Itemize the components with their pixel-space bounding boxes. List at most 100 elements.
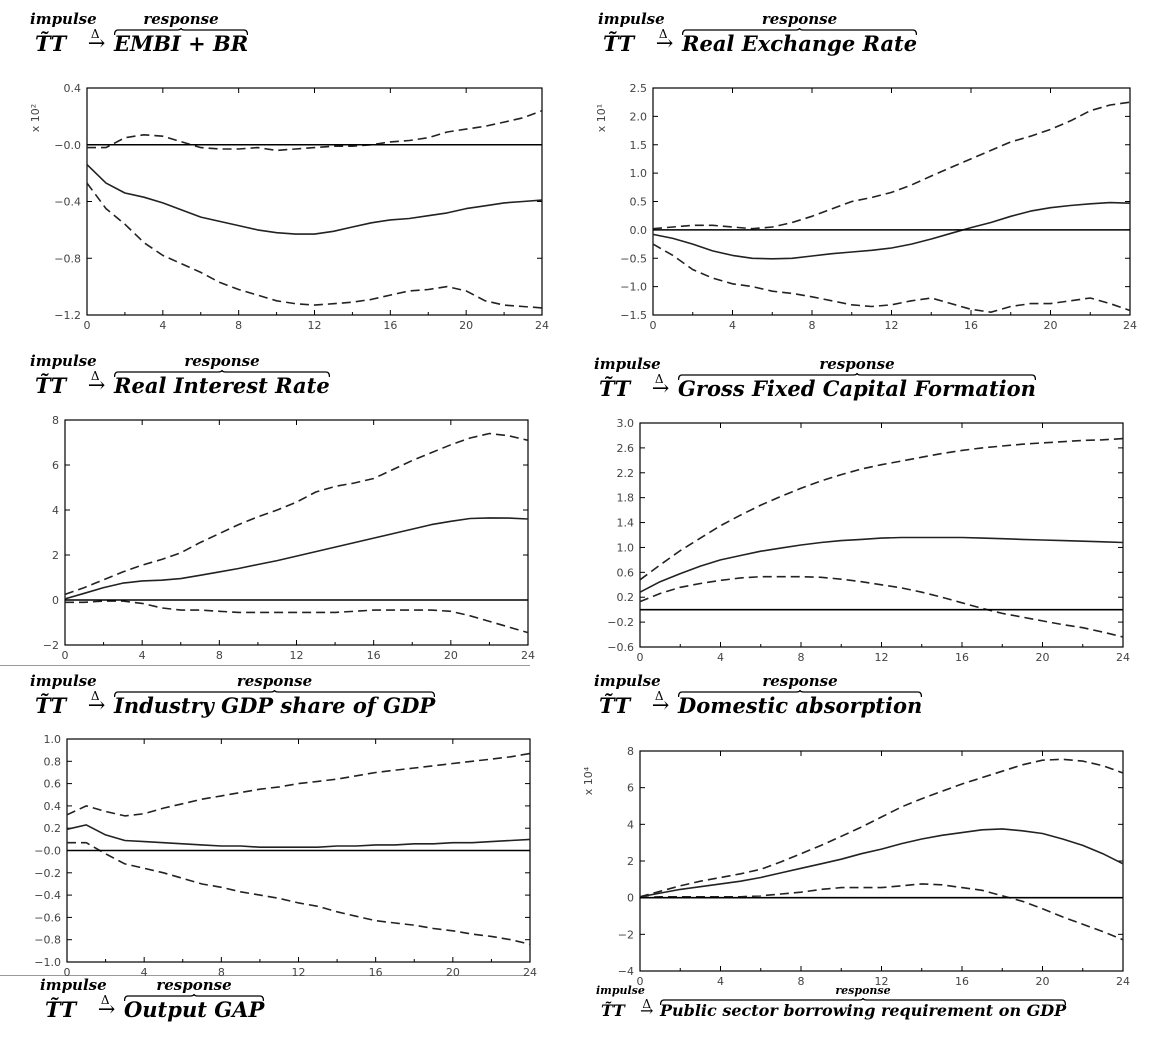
- y-tick-label: −4: [618, 965, 634, 978]
- y-tick-label: 1.5: [630, 139, 648, 152]
- shock-label: T̃T: [603, 31, 635, 56]
- y-tick-label: 6: [52, 459, 59, 472]
- chart-header: impulse T̃T Δ → Public sector borrowing requ…: [596, 984, 1161, 1046]
- plot-frame: [64, 419, 529, 646]
- x-tick-label: 12: [292, 966, 306, 979]
- impulse-response-line: [66, 824, 531, 848]
- y-tick-label: 0.6: [44, 778, 62, 791]
- y-tick-label: 2.0: [630, 110, 648, 123]
- y-tick-label: −0.8: [54, 252, 81, 265]
- x-tick-label: 20: [459, 319, 473, 332]
- plot-frame: [86, 87, 543, 316]
- x-tick-label: 24: [523, 966, 537, 979]
- shock-label: T̃T: [599, 693, 631, 718]
- confidence-band-line: [639, 437, 1124, 581]
- x-tick-label: 16: [955, 975, 969, 988]
- y-tick-label: 8: [52, 414, 59, 427]
- axis-scale-label: x 10²: [29, 104, 42, 132]
- response-variable: EMBI + BR: [114, 31, 249, 56]
- chart-header: impulse T̃T Δ → Output GAP response: [40, 976, 400, 1038]
- y-tick-label: 0: [52, 594, 59, 607]
- response-label: response: [143, 10, 219, 28]
- y-tick-label: 0.2: [44, 822, 62, 835]
- delta-label: Δ: [100, 993, 110, 1007]
- x-tick-label: 8: [798, 975, 805, 988]
- x-tick-label: 8: [218, 966, 225, 979]
- y-tick-label: 2.5: [630, 82, 648, 95]
- plot-frame: [639, 750, 1124, 972]
- overbrace-icon: [114, 28, 248, 36]
- separator-line: [0, 975, 530, 976]
- x-tick-label: 16: [955, 651, 969, 664]
- y-tick-label: 4: [52, 504, 59, 517]
- arrow-icon: →: [87, 693, 106, 717]
- impulse-response-line: [64, 517, 529, 600]
- response-variable: Industry GDP share of GDP: [114, 693, 436, 718]
- impulse-response-line: [639, 828, 1124, 898]
- chart-1: 0 4 8 12 16 20 24 0.4 −0.0 −0.4 −0.8 −1.2 x 10²: [29, 82, 549, 332]
- x-tick-label: 20: [446, 966, 460, 979]
- plot-frame: [639, 422, 1124, 648]
- impulse-label: impulse: [30, 672, 97, 690]
- x-tick-label: 20: [444, 649, 458, 662]
- y-tick-label: 0.8: [44, 755, 62, 768]
- shock-label: T̃T: [35, 693, 67, 718]
- x-tick-label: 4: [141, 966, 148, 979]
- y-tick-label: −1.2: [54, 309, 81, 322]
- y-tick-label: 0.4: [44, 800, 62, 813]
- impulse-label: impulse: [30, 352, 97, 370]
- x-tick-label: 16: [369, 966, 383, 979]
- response-label: response: [761, 10, 838, 28]
- delta-label: Δ: [654, 689, 664, 703]
- axis-scale-label: x 10⁴: [582, 766, 595, 795]
- y-tick-label: −0.2: [34, 867, 61, 880]
- x-tick-label: 20: [1036, 975, 1050, 988]
- response-variable: Output GAP: [124, 997, 265, 1022]
- y-tick-label: 0.5: [630, 196, 648, 209]
- separator-line: [0, 665, 530, 666]
- chart-header: impulse T̃T Δ → EMBI + BR response: [30, 10, 370, 72]
- y-tick-label: −0.0: [54, 139, 81, 152]
- x-tick-label: 4: [159, 319, 166, 332]
- x-tick-label: 0: [637, 651, 644, 664]
- arrow-icon: →: [651, 693, 670, 717]
- y-tick-label: −2: [43, 639, 59, 652]
- y-tick-label: −0.2: [607, 616, 634, 629]
- x-tick-label: 4: [717, 651, 724, 664]
- x-tick-label: 0: [64, 966, 71, 979]
- x-tick-label: 0: [84, 319, 91, 332]
- shock-label: T̃T: [35, 373, 67, 398]
- x-tick-label: 16: [964, 319, 978, 332]
- y-tick-label: 6: [627, 782, 634, 795]
- response-variable: Real Exchange Rate: [682, 31, 918, 56]
- y-tick-label: −0.8: [34, 934, 61, 947]
- impulse-label: impulse: [596, 984, 645, 997]
- confidence-band-line: [652, 243, 1131, 313]
- impulse-response-line: [639, 536, 1124, 593]
- response-label: response: [835, 984, 891, 997]
- confidence-band-line: [652, 101, 1131, 230]
- arrow-icon: →: [97, 997, 116, 1021]
- y-tick-label: 1.4: [617, 517, 635, 530]
- y-tick-label: 3.0: [617, 417, 635, 430]
- y-tick-label: 1.0: [44, 733, 62, 746]
- response-variable: Domestic absorption: [678, 693, 923, 718]
- chart-5: 0 4 8 12 16 20 24 1.0 0.8 0.6 0.4 0.2 −0.0 −0.2 −0.4 −0…: [34, 733, 537, 979]
- chart-header: impulse T̃T Δ → Gross Fixed Capital Formatio…: [594, 355, 1154, 417]
- chart-header: impulse T̃T Δ → Real Exchange Rate response: [598, 10, 1118, 72]
- x-tick-label: 24: [1116, 975, 1130, 988]
- overbrace-icon: [114, 690, 435, 698]
- x-tick-label: 12: [290, 649, 304, 662]
- confidence-band-line: [639, 575, 1124, 638]
- confidence-band-line: [65, 600, 529, 634]
- y-tick-label: −0.5: [620, 252, 647, 265]
- x-tick-label: 0: [650, 319, 657, 332]
- y-tick-label: 2.6: [617, 442, 635, 455]
- x-tick-label: 8: [809, 319, 816, 332]
- overbrace-icon: [124, 994, 264, 1002]
- chart-header: impulse T̃T Δ → Real Interest Rate response: [30, 352, 450, 414]
- x-tick-label: 0: [62, 649, 69, 662]
- chart-header: impulse T̃T Δ → Industry GDP share of GDP res…: [30, 672, 570, 734]
